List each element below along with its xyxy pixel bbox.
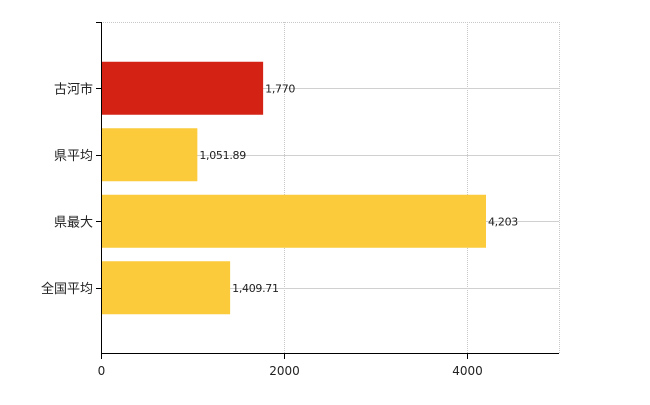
bar bbox=[102, 61, 264, 115]
axis-layer bbox=[96, 22, 559, 359]
category-label: 県最大 bbox=[54, 215, 93, 230]
data-label: 4,203 bbox=[488, 215, 518, 228]
data-label: 1,051.89 bbox=[199, 149, 246, 162]
bar bbox=[102, 261, 231, 315]
x-tick-label: 2000 bbox=[269, 364, 300, 378]
data-label: 1,770 bbox=[265, 82, 295, 95]
category-label: 県平均 bbox=[54, 149, 93, 164]
bar bbox=[102, 128, 198, 182]
bar bbox=[102, 194, 486, 248]
data-label: 1,409.71 bbox=[232, 282, 279, 295]
x-tick-label: 4000 bbox=[452, 364, 483, 378]
x-tick-label: 0 bbox=[98, 364, 106, 378]
category-label: 古河市 bbox=[54, 81, 93, 97]
bar-layer bbox=[102, 61, 486, 315]
label-layer: 1,770 古河市 1,051.89 県平均 4,203 県最大 1,409.71 全国平均 0… bbox=[41, 81, 519, 378]
category-label: 全国平均 bbox=[41, 281, 93, 297]
